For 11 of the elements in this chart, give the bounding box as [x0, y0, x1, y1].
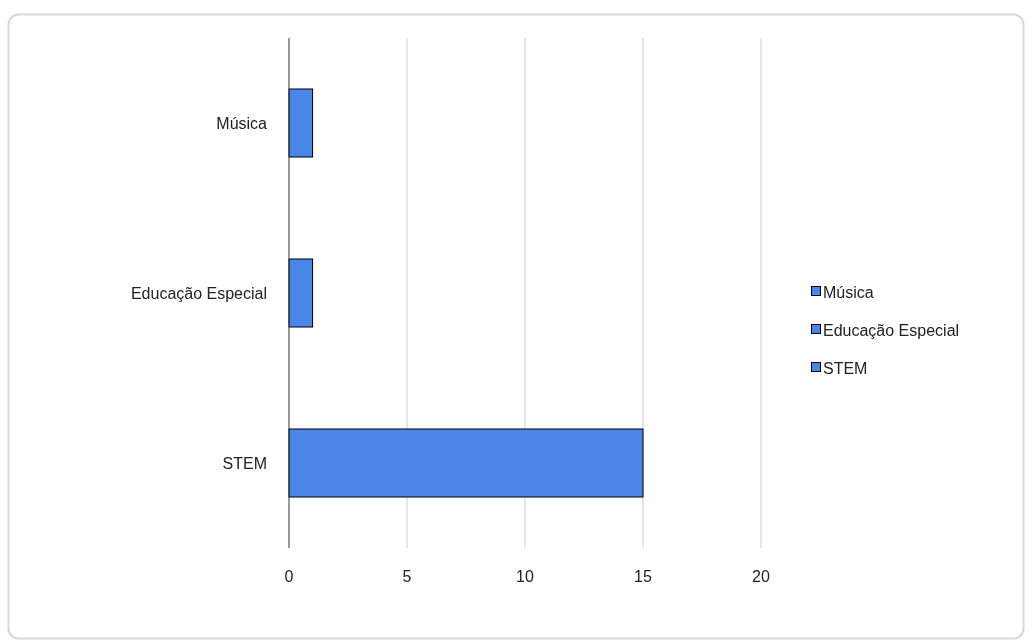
x-tick-label: 10 — [516, 568, 534, 585]
x-tick-label: 15 — [634, 568, 652, 585]
legend-label: Música — [823, 283, 874, 301]
x-tick-label: 20 — [752, 568, 770, 585]
y-tick-label: STEM — [222, 454, 267, 472]
y-tick-label: Música — [216, 114, 268, 132]
x-tick-label: 0 — [284, 568, 294, 585]
x-tick-label: 5 — [402, 568, 412, 585]
legend-label: STEM — [823, 359, 868, 377]
legend-label: Educação Especial — [823, 321, 960, 339]
y-tick-label: Educação Especial — [130, 284, 267, 302]
